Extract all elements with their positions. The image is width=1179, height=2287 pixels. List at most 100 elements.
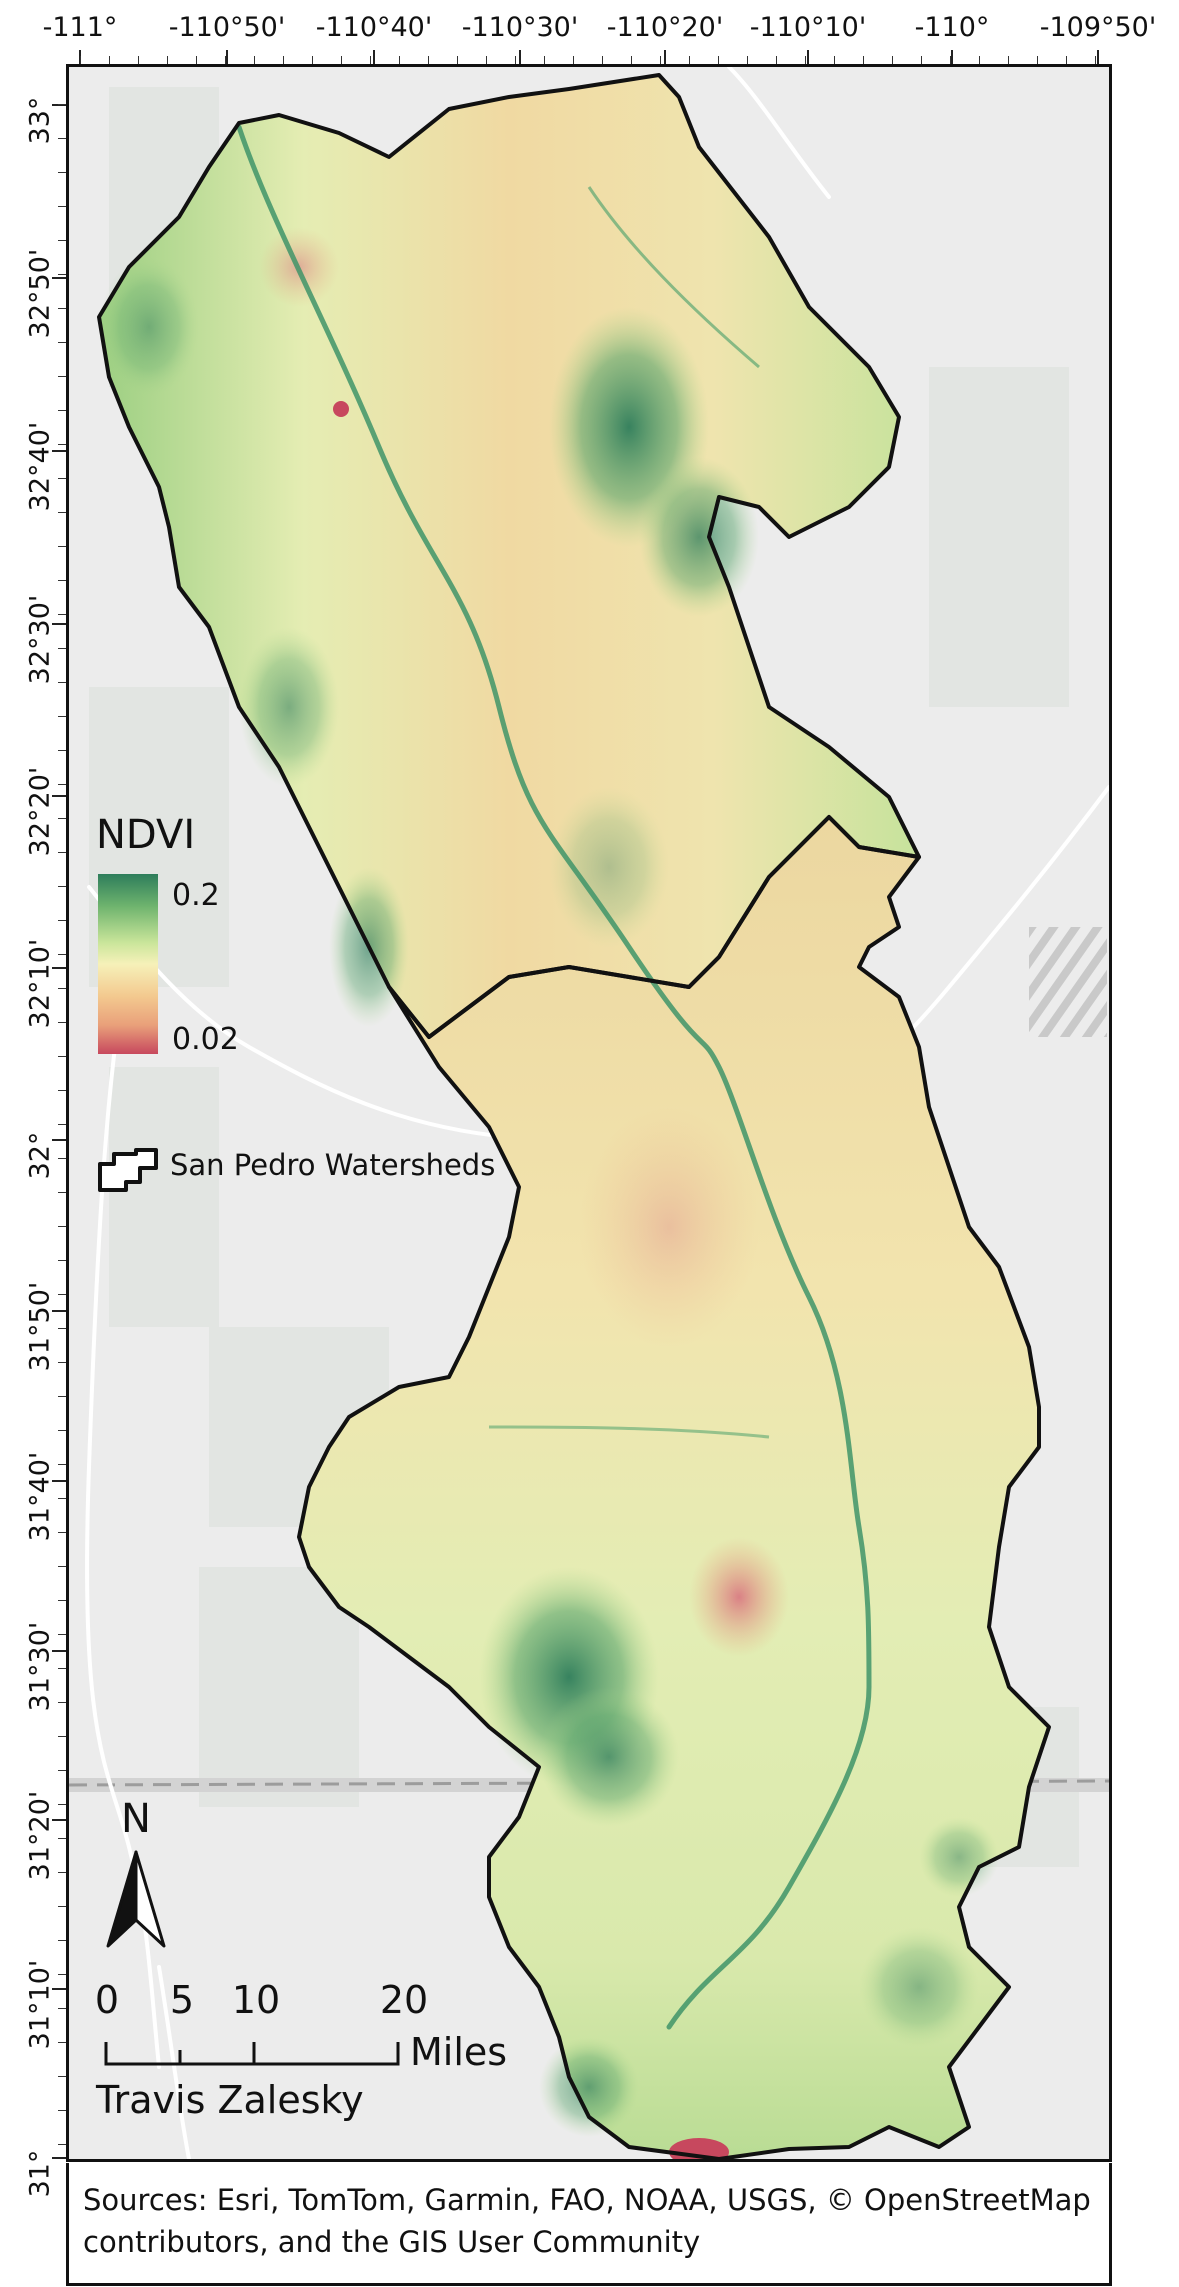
lat-minor-tick (58, 1668, 66, 1669)
lat-minor-tick (58, 512, 66, 513)
sources-panel: Sources: Esri, TomTom, Garmin, FAO, NOAA… (66, 2163, 1112, 2286)
lat-minor-tick (58, 1838, 66, 1839)
lon-minor-tick (283, 56, 284, 64)
lat-tick-label: 32°20' (24, 766, 56, 857)
lon-tick (1097, 50, 1099, 64)
lat-tick-label: 32° (24, 1131, 56, 1180)
lat-minor-tick (58, 546, 66, 547)
lon-minor-tick (631, 56, 632, 64)
lon-tick-label: -110°10' (749, 12, 867, 43)
lat-minor-tick (58, 886, 66, 887)
lon-minor-tick (834, 56, 835, 64)
lon-tick-label: -109°50' (1039, 12, 1157, 43)
lat-minor-tick (58, 750, 66, 751)
lon-minor-tick (399, 56, 400, 64)
lat-tick-label: 31°10' (24, 1959, 56, 2050)
north-arrow-icon (106, 1850, 166, 1948)
lon-minor-tick (689, 56, 690, 64)
lat-minor-tick (58, 1192, 66, 1193)
lon-minor-tick (602, 56, 603, 64)
lat-tick (52, 1139, 66, 1141)
lon-minor-tick (747, 56, 748, 64)
tributary (488, 1425, 770, 1439)
map-panel[interactable] (66, 64, 1112, 2162)
lat-minor-tick (58, 444, 66, 445)
author-credit: Travis Zalesky (96, 2078, 364, 2122)
lat-minor-tick (58, 1056, 66, 1057)
scale-tick-label: 5 (169, 1978, 195, 2022)
lon-minor-tick (921, 56, 922, 64)
lat-tick-label: 33° (24, 96, 56, 145)
lat-minor-tick (58, 1158, 66, 1159)
lon-minor-tick (718, 56, 719, 64)
lat-tick (52, 967, 66, 969)
lat-minor-tick (58, 614, 66, 615)
lon-minor-tick (167, 56, 168, 64)
lat-tick (52, 104, 66, 106)
lon-minor-tick (80, 56, 81, 64)
lat-minor-tick (58, 2076, 66, 2077)
lon-minor-tick (515, 56, 516, 64)
legend-watersheds-label: San Pedro Watersheds (170, 1148, 496, 1182)
legend-min-label: 0.02 (172, 1022, 239, 1057)
lat-minor-tick (58, 1974, 66, 1975)
lon-minor-tick (776, 56, 777, 64)
lon-tick (373, 50, 375, 64)
lon-minor-tick (892, 56, 893, 64)
lat-minor-tick (58, 2110, 66, 2111)
lat-minor-tick (58, 648, 66, 649)
lat-minor-tick (58, 1294, 66, 1295)
lat-minor-tick (58, 1906, 66, 1907)
lat-minor-tick (58, 478, 66, 479)
lon-tick (226, 50, 228, 64)
ndvi-patches (99, 227, 999, 2159)
watershed-north[interactable] (99, 75, 919, 1037)
scale-tick-label: 20 (379, 1978, 429, 2022)
lat-minor-tick (58, 988, 66, 989)
lat-minor-tick (58, 1566, 66, 1567)
lat-tick-label: 32°10' (24, 938, 56, 1029)
lat-minor-tick (58, 1804, 66, 1805)
lat-minor-tick (58, 1430, 66, 1431)
lat-minor-tick (58, 580, 66, 581)
lat-minor-tick (58, 138, 66, 139)
lat-tick-label: 31°50' (24, 1281, 56, 1372)
lat-minor-tick (58, 1498, 66, 1499)
lat-minor-tick (58, 1532, 66, 1533)
lat-minor-tick (58, 1022, 66, 1023)
lon-tick-label: -110°30' (461, 12, 579, 43)
lat-minor-tick (58, 342, 66, 343)
lat-minor-tick (58, 1702, 66, 1703)
lon-minor-tick (1037, 56, 1038, 64)
watershed-polygon-icon (98, 1148, 158, 1192)
lon-minor-tick (486, 56, 487, 64)
lat-tick-label: 31° (24, 2149, 56, 2198)
lat-minor-tick (58, 1634, 66, 1635)
lon-minor-tick (950, 56, 951, 64)
sources-text: Sources: Esri, TomTom, Garmin, FAO, NOAA… (83, 2183, 1091, 2259)
lat-tick-label: 32°30' (24, 594, 56, 685)
north-label: N (121, 1796, 151, 1842)
lat-minor-tick (58, 1396, 66, 1397)
lat-minor-tick (58, 410, 66, 411)
lat-tick-label: 31°40' (24, 1451, 56, 1542)
lon-minor-tick (138, 56, 139, 64)
watershed-south[interactable] (299, 817, 1049, 2159)
lon-tick-label: -110° (914, 12, 990, 43)
lat-minor-tick (58, 376, 66, 377)
lon-tick-label: -110°40' (315, 12, 433, 43)
tributary (587, 186, 760, 369)
lon-tick (664, 50, 666, 64)
lat-minor-tick (58, 308, 66, 309)
lat-minor-tick (58, 1770, 66, 1771)
lat-minor-tick (58, 1464, 66, 1465)
lat-tick-label: 31°20' (24, 1790, 56, 1881)
lat-tick (52, 1480, 66, 1482)
lon-minor-tick (254, 56, 255, 64)
lon-minor-tick (805, 56, 806, 64)
lon-minor-tick (341, 56, 342, 64)
lon-minor-tick (863, 56, 864, 64)
lon-tick-label: -110°20' (606, 12, 724, 43)
lat-tick (52, 1310, 66, 1312)
lon-minor-tick (312, 56, 313, 64)
